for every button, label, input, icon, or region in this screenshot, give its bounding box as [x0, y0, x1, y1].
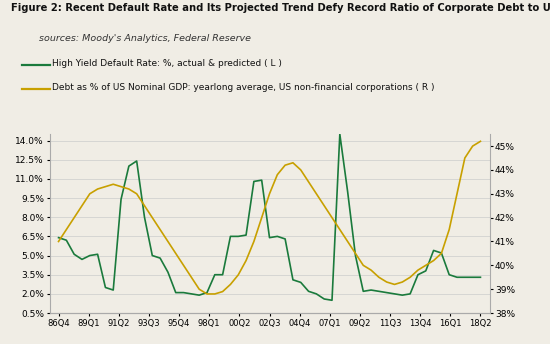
Text: Debt as % of US Nominal GDP: yearlong average, US non-financial corporations ( R: Debt as % of US Nominal GDP: yearlong av… [52, 83, 435, 92]
Text: sources: Moody's Analytics, Federal Reserve: sources: Moody's Analytics, Federal Rese… [39, 34, 250, 43]
Text: High Yield Default Rate: %, actual & predicted ( L ): High Yield Default Rate: %, actual & pre… [52, 59, 282, 68]
Text: Figure 2: Recent Default Rate and Its Projected Trend Defy Record Ratio of Corpo: Figure 2: Recent Default Rate and Its Pr… [11, 3, 550, 13]
